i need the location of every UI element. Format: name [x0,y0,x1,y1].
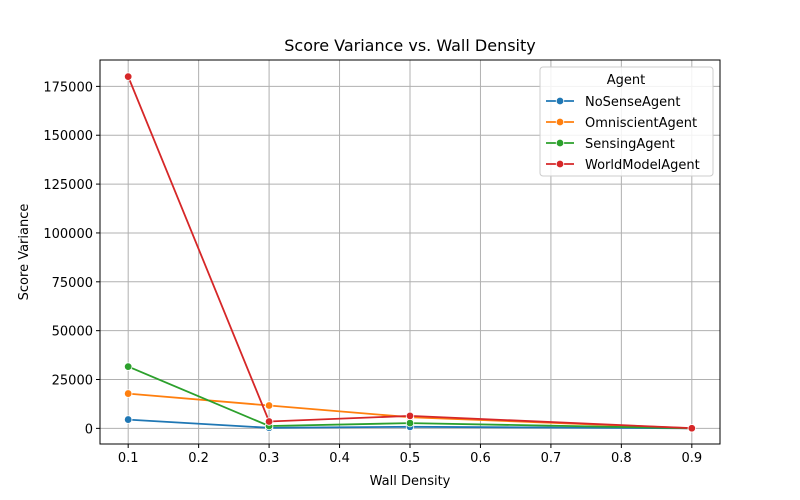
series-line-sensingagent [127,365,692,430]
data-point-worldmodelagent [123,72,133,81]
legend-marker [555,117,565,127]
data-point-sensingagent [405,418,415,428]
x-tick-label: 0.1 [118,451,139,466]
y-tick-label: 125000 [43,178,93,193]
x-tick-label: 0.8 [611,451,632,466]
x-tick-label: 0.7 [541,451,562,466]
x-tick-label: 0.6 [470,451,491,466]
x-tick-label: 0.5 [400,451,421,466]
legend-marker [555,96,565,106]
chart-title: Score Variance vs. Wall Density [284,36,535,55]
series-line-nosenseagent [128,418,692,430]
series-worldmodelagent [123,72,697,433]
y-axis-label: Score Variance [17,204,32,301]
legend-marker [555,138,565,148]
data-point-worldmodelagent [687,424,697,433]
data-point-omniscientagent [264,401,274,410]
x-tick-label: 0.4 [329,451,350,466]
y-axis-ticks: 0 25000 50000 75000 100000 125000 150000 175000 [43,80,100,437]
legend: Agent NoSenseAgent OmniscientAgent Sensing… [539,66,714,177]
series-line-worldmodelagent [127,76,692,430]
legend-marker [555,159,565,169]
legend-label: WorldModelAgent [585,158,700,173]
data-point-worldmodelagent [264,417,274,426]
y-tick-label: 50000 [52,325,93,340]
y-tick-label: 100000 [43,227,93,242]
legend-box [539,66,714,177]
y-tick-label: 150000 [43,129,93,144]
x-tick-label: 0.2 [188,451,209,466]
y-tick-label: 75000 [52,276,93,291]
data-point-sensingagent [123,362,133,371]
legend-title: Agent [607,73,645,88]
y-tick-label: 25000 [52,374,93,389]
x-axis-ticks: 0.1 0.2 0.3 0.4 0.5 0.6 0.7 0.8 0.9 [118,444,702,466]
series-layer [123,72,697,433]
legend-label: NoSenseAgent [585,95,680,110]
legend-entry-worldmodelagent: WorldModelAgent [546,158,700,173]
x-tick-label: 0.3 [259,451,280,466]
y-tick-label: 0 [85,422,93,437]
legend-entry-nosenseagent: NoSenseAgent [546,95,680,110]
legend-label: SensingAgent [585,137,675,152]
legend-entry-omniscientagent: OmniscientAgent [546,116,697,131]
legend-label: OmniscientAgent [585,116,697,131]
grid [100,60,720,444]
x-tick-label: 0.9 [681,451,702,466]
data-point-nosenseagent [123,415,133,424]
data-point-omniscientagent [123,389,133,398]
x-axis-label: Wall Density [370,474,451,489]
legend-entry-sensingagent: SensingAgent [546,137,675,152]
y-tick-label: 175000 [43,80,93,95]
data-point-worldmodelagent [405,411,415,421]
